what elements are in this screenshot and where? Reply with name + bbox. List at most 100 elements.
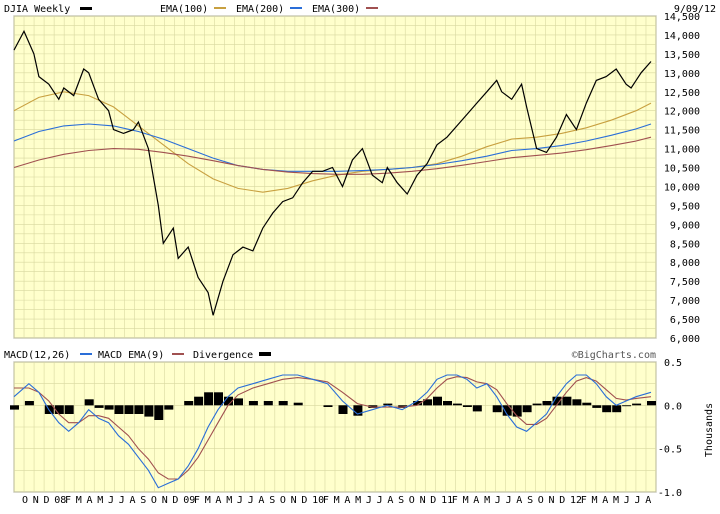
legend-ema300: EMA(300) <box>312 4 360 15</box>
macd-x-tick-label: M <box>334 495 340 506</box>
divergence-bar <box>512 405 522 417</box>
divergence-bar <box>278 401 288 406</box>
macd-x-tick-label: S <box>140 495 146 506</box>
macd-x-tick-label: A <box>516 495 522 506</box>
price-y-tick-label: 9,500 <box>670 201 700 212</box>
divergence-bar <box>263 401 273 406</box>
divergence-bar <box>592 405 602 408</box>
macd-grid <box>13 361 657 493</box>
macd-x-tick-label: 12 <box>570 495 582 506</box>
divergence-bar <box>433 396 442 406</box>
macd-y-tick-label: -0.5 <box>658 445 682 456</box>
price-y-tick-label: 13,000 <box>664 69 700 80</box>
macd-x-tick-label: O <box>22 495 28 506</box>
price-y-tick-label: 8,000 <box>670 258 700 269</box>
macd-x-tick-label: F <box>194 495 200 506</box>
macd-x-tick-label: J <box>377 495 383 506</box>
divergence-bar <box>472 405 482 412</box>
macd-signal-line <box>14 376 652 480</box>
divergence-bar <box>323 405 333 407</box>
macd-x-tick-label: 09 <box>183 495 195 506</box>
macd-x-tick-label: A <box>344 495 350 506</box>
series-line-djia <box>13 29 652 316</box>
macd-legend-swatch-signal <box>172 353 184 355</box>
credit: ©BigCharts.com <box>572 350 656 361</box>
legend-ema200: EMA(200) <box>236 4 284 15</box>
macd-x-tick-label: J <box>495 495 501 506</box>
divergence-bar <box>184 401 194 406</box>
macd-x-tick-label: M <box>76 495 82 506</box>
macd-legend-divergence: Divergence <box>193 350 253 361</box>
macd-legend-swatch-macd <box>80 353 92 355</box>
divergence-bar <box>552 396 562 406</box>
macd-x-tick-label: O <box>151 495 157 506</box>
chart-date: 9/09/12 <box>674 4 716 15</box>
divergence-bar <box>114 405 124 414</box>
price-y-tick-label: 8,500 <box>670 239 700 250</box>
divergence-bar <box>224 396 233 406</box>
price-y-tick-label: 6,500 <box>670 315 700 326</box>
macd-x-tick-label: J <box>506 495 512 506</box>
divergence-bar <box>293 402 303 406</box>
divergence-bar <box>154 405 164 420</box>
macd-x-tick-label: F <box>452 495 458 506</box>
macd-x-tick-label: 11 <box>441 495 453 506</box>
price-y-tick-label: 12,000 <box>664 107 700 118</box>
divergence-bar <box>562 396 572 406</box>
macd-line <box>13 374 652 489</box>
macd-x-tick-label: F <box>323 495 329 506</box>
divergence-bar <box>94 405 104 408</box>
legend-swatch-ema300 <box>366 7 378 9</box>
macd-x-tick-label: A <box>130 495 136 506</box>
macd-x-tick-label: A <box>215 495 221 506</box>
macd-x-tick-label: 08 <box>54 495 66 506</box>
macd-x-tick-label: D <box>301 495 307 506</box>
divergence-bar <box>84 399 94 406</box>
divergence-bar <box>234 398 243 406</box>
macd-x-tick-label: M <box>484 495 490 506</box>
series-line-ema-3 <box>13 136 652 175</box>
divergence-bar <box>452 403 462 406</box>
divergence-bar <box>572 399 582 406</box>
divergence-bar <box>423 399 433 406</box>
macd-x-tick-label: M <box>205 495 211 506</box>
price-y-tick-label: 6,000 <box>670 334 700 345</box>
macd-x-tick-label: A <box>387 495 393 506</box>
divergence-bar <box>413 401 423 406</box>
price-y-ticks: 14,500 14,000 13,500 13,000 12,500 12,000 11,5… <box>664 12 700 345</box>
macd-x-tick-label: D <box>430 495 436 506</box>
divergence-bar <box>582 402 592 406</box>
divergence-bar <box>204 392 214 406</box>
divergence-bar <box>124 405 134 414</box>
divergence-bar <box>532 403 542 406</box>
macd-x-tick-label: F <box>65 495 71 506</box>
divergence-bar <box>622 405 632 407</box>
macd-x-tick-label: J <box>624 495 630 506</box>
price-y-tick-label: 10,500 <box>664 164 700 175</box>
divergence-bar <box>194 396 204 406</box>
divergence-bar <box>632 403 642 406</box>
macd-x-tick-label: M <box>613 495 619 506</box>
legend-swatch-ema100 <box>214 7 226 9</box>
macd-x-tick-label: O <box>409 495 415 506</box>
macd-x-tick-label: M <box>592 495 598 506</box>
chart-title: DJIA Weekly <box>4 4 70 15</box>
price-series <box>13 29 652 316</box>
price-y-tick-label: 10,000 <box>664 182 700 193</box>
macd-series <box>13 374 652 489</box>
macd-legend-macd: MACD(12,26) <box>4 350 70 361</box>
divergence-bar <box>144 405 154 417</box>
divergence-bar <box>164 405 174 410</box>
divergence-bar <box>462 405 472 407</box>
macd-x-tick-label: N <box>420 495 426 506</box>
macd-x-tick-label: J <box>366 495 372 506</box>
divergence-bar <box>64 405 74 414</box>
macd-x-tick-label: N <box>162 495 168 506</box>
series-line-ema-1 <box>13 91 652 193</box>
legend-swatch-ema200 <box>290 7 302 9</box>
legend-ema100: EMA(100) <box>160 4 208 15</box>
macd-x-tick-label: S <box>269 495 275 506</box>
macd-x-tick-label: A <box>602 495 608 506</box>
divergence-bar <box>502 405 512 416</box>
